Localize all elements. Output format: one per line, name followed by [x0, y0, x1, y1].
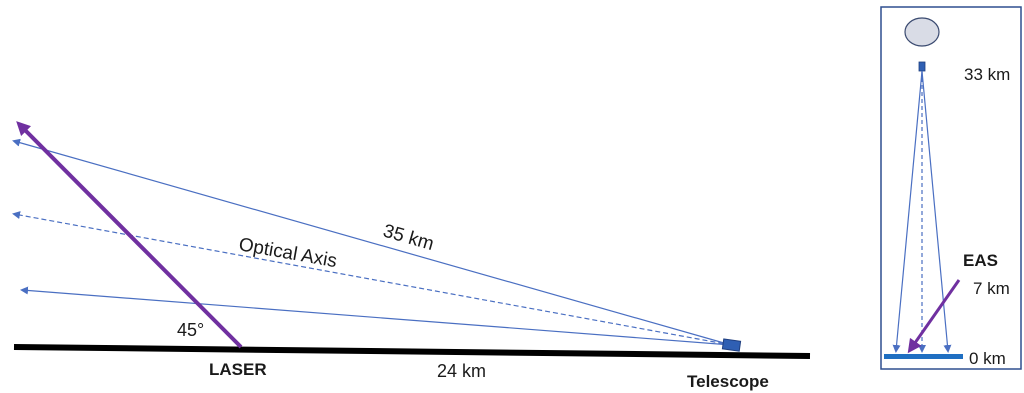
eas-track	[907, 279, 961, 354]
optical-axis-label: Optical Axis	[237, 234, 338, 272]
balloon-view-diagram: 33 km EAS 7 km 0 km	[880, 6, 1022, 370]
laser-beam	[16, 121, 243, 349]
ground-distance-label: 24 km	[437, 361, 486, 381]
eas-label: EAS	[963, 251, 998, 270]
upper-ray	[12, 138, 732, 346]
angle-label: 45°	[177, 320, 204, 340]
eas-altitude-label: 7 km	[973, 279, 1010, 298]
side-view-diagram: 45° LASER 24 km Telescope 35 km Optical …	[12, 121, 811, 391]
altitude-top-label: 33 km	[964, 65, 1010, 84]
left-ray	[892, 70, 923, 353]
right-ray	[921, 70, 952, 353]
ground-strip	[884, 354, 963, 359]
balloon-icon	[904, 17, 940, 47]
ground-altitude-label: 0 km	[969, 349, 1006, 368]
diagram-frame	[880, 6, 1022, 370]
slant-distance-label: 35 km	[381, 221, 437, 255]
lower-ray	[20, 286, 732, 346]
optical-axis-ray	[12, 211, 732, 346]
laser-label: LASER	[209, 360, 267, 379]
telescope-icon	[721, 338, 742, 352]
telescope-label: Telescope	[687, 372, 769, 391]
ground-line	[13, 344, 811, 359]
balloon-telescope-icon	[918, 61, 926, 72]
